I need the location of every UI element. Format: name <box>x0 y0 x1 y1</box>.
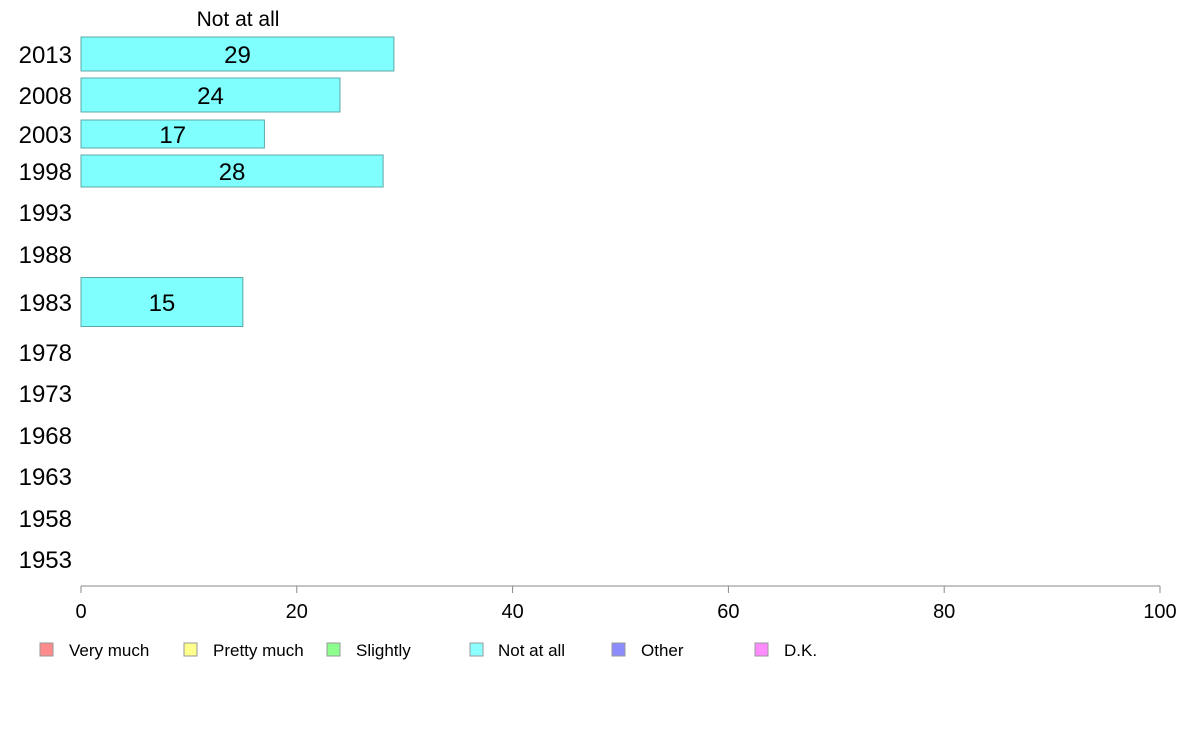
bar-1983 <box>80 277 244 327</box>
year-labels: 2013 2008 2003 1998 1993 1988 1983 1978 1973 1968… <box>19 42 72 574</box>
bar-value-label-2008: 24 <box>197 83 224 110</box>
year-label-2003: 2003 <box>19 122 72 149</box>
bar-value-label-2013: 29 <box>224 42 251 69</box>
year-label-1968: 1968 <box>19 423 72 450</box>
year-label-1963: 1963 <box>19 464 72 491</box>
bar-1998 <box>80 154 384 188</box>
legend: Very much Pretty much Slightly Not at all Ot… <box>39 641 817 660</box>
legend-label-pretty-much: Pretty much <box>213 641 304 660</box>
legend-swatch-other <box>611 642 626 657</box>
year-label-1988: 1988 <box>19 242 72 269</box>
legend-swatch-slightly <box>326 642 341 657</box>
x-tick-label-80: 80 <box>933 601 955 623</box>
legend-label-other: Other <box>641 641 684 660</box>
year-label-1978: 1978 <box>19 340 72 367</box>
year-label-1983: 1983 <box>19 290 72 317</box>
x-tick-label-60: 60 <box>717 601 739 623</box>
x-tick-label-40: 40 <box>501 601 523 623</box>
bar-value-label-1983: 15 <box>149 290 176 317</box>
legend-swatch-pretty-much <box>183 642 198 657</box>
legend-label-not-at-all: Not at all <box>498 641 565 660</box>
legend-swatch-not-at-all <box>469 642 484 657</box>
x-tick-label-100: 100 <box>1143 601 1176 623</box>
bar-2008 <box>80 77 341 113</box>
x-axis: 0 20 40 60 80 100 <box>75 585 1177 623</box>
year-label-1958: 1958 <box>19 506 72 533</box>
bar-value-label-1998: 28 <box>219 159 246 186</box>
legend-label-d-k: D.K. <box>784 641 817 660</box>
legend-swatch-d-k <box>754 642 769 657</box>
legend-label-very-much: Very much <box>69 641 149 660</box>
legend-swatch-very-much <box>39 642 54 657</box>
year-label-1973: 1973 <box>19 381 72 408</box>
bar-2003 <box>80 119 265 149</box>
year-label-2013: 2013 <box>19 42 72 69</box>
year-label-1993: 1993 <box>19 200 72 227</box>
year-label-2008: 2008 <box>19 83 72 110</box>
panel-title: Not at all <box>197 8 280 31</box>
bar-2013 <box>80 36 395 72</box>
year-label-1953: 1953 <box>19 547 72 574</box>
bar-value-label-2003: 17 <box>159 122 186 149</box>
year-label-1998: 1998 <box>19 159 72 186</box>
x-tick-label-0: 0 <box>75 601 86 623</box>
legend-label-slightly: Slightly <box>356 641 411 660</box>
x-tick-label-20: 20 <box>286 601 308 623</box>
